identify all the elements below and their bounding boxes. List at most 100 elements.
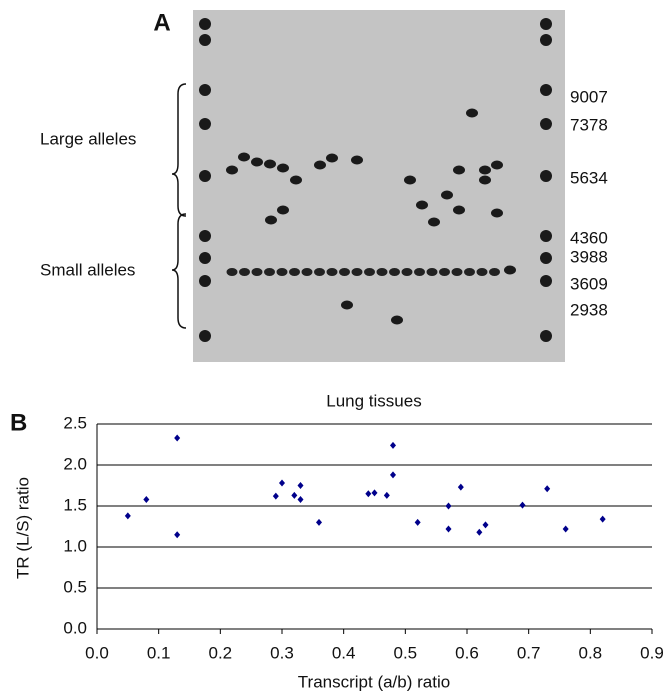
y-tick-label: 2.5 (63, 413, 87, 432)
sample-band (277, 205, 289, 215)
gel-bands (199, 18, 552, 342)
y-axis-label: TR (L/S) ratio (13, 477, 32, 579)
sample-band (428, 217, 440, 227)
gel (193, 10, 565, 362)
sample-band (491, 160, 503, 170)
ladder-band (540, 330, 552, 342)
brace (171, 83, 187, 217)
point (297, 482, 304, 489)
ladder-band (540, 34, 552, 46)
point (482, 521, 489, 529)
x-axis-label: Transcript (a/b) ratio (298, 672, 450, 691)
sample-band (453, 205, 465, 215)
y-tick-label: 1.5 (63, 495, 87, 514)
point (562, 525, 569, 533)
point (445, 525, 452, 533)
sample-band (226, 165, 238, 175)
size-marker: 3988 (570, 247, 608, 266)
sample-band (251, 157, 263, 167)
point (174, 531, 181, 539)
point (291, 491, 298, 499)
sample-band (489, 268, 500, 276)
ladder-band (199, 118, 211, 130)
sample-band (326, 268, 338, 276)
sample-band (414, 268, 425, 276)
sample-band (277, 163, 289, 173)
point (143, 495, 150, 503)
size-marker: 9007 (570, 87, 608, 106)
brace (171, 213, 187, 329)
sample-band (453, 165, 465, 175)
ladder-band (540, 118, 552, 130)
sample-band (341, 300, 353, 310)
sample-band (238, 152, 250, 162)
sample-band (339, 268, 350, 276)
point (445, 502, 452, 510)
sample-band (289, 268, 300, 276)
ladder-band (199, 252, 211, 264)
sample-band (376, 268, 388, 276)
panel-label: B (10, 409, 27, 436)
x-tick-label: 0.9 (640, 643, 663, 662)
sample-band (479, 175, 491, 185)
sample-band (301, 268, 313, 276)
point (390, 471, 396, 479)
sample-band (226, 268, 238, 276)
size-marker: 7378 (570, 115, 608, 134)
sample-band (265, 215, 277, 225)
sample-band (351, 268, 363, 276)
size-marker: 5634 (570, 168, 608, 187)
chart-title: Lung tissues (326, 391, 421, 410)
x-tick-label: 0.3 (270, 643, 294, 662)
sample-band (239, 268, 250, 276)
sample-band (264, 268, 275, 276)
point (297, 495, 304, 503)
sample-band (441, 190, 453, 200)
ladder-band (540, 252, 552, 264)
sample-band (416, 200, 428, 210)
ladder-band (199, 170, 211, 182)
sample-band (351, 155, 363, 165)
sample-band (251, 268, 263, 276)
point (365, 490, 372, 498)
point (476, 528, 483, 536)
sample-band (476, 268, 488, 276)
ladder-band (199, 34, 211, 46)
sample-band (404, 175, 416, 185)
x-tick-label: 0.2 (209, 643, 233, 662)
sample-band (479, 165, 491, 175)
x-tick-label: 0.8 (579, 643, 603, 662)
panel-label: A (153, 9, 170, 36)
ladder-band (540, 84, 552, 96)
point (279, 479, 285, 487)
point (316, 518, 322, 526)
ladder-band (540, 275, 552, 287)
sample-band (290, 175, 302, 185)
sample-band (466, 108, 478, 118)
point (124, 512, 131, 520)
sample-band (389, 268, 400, 276)
x-tick-label: 0.5 (394, 643, 418, 662)
size-marker: 2938 (570, 300, 608, 319)
sample-band (314, 160, 326, 170)
sample-band (464, 268, 475, 276)
point (519, 501, 526, 509)
size-marker: 3609 (570, 274, 608, 293)
x-tick-label: 0.1 (147, 643, 171, 662)
x-tick-label: 0.6 (455, 643, 479, 662)
point (457, 483, 464, 491)
sample-band (451, 268, 463, 276)
sample-band (326, 153, 338, 163)
point (544, 485, 551, 493)
sample-band (391, 315, 403, 325)
sample-band (364, 268, 375, 276)
ladder-band (540, 170, 552, 182)
ladder-band (199, 230, 211, 242)
group-label: Large alleles (40, 129, 136, 148)
ladder-band (199, 18, 211, 30)
ladder-band (199, 275, 211, 287)
x-tick-label: 0.4 (332, 643, 356, 662)
x-tick-label: 0.0 (85, 643, 109, 662)
group-label: Small alleles (40, 260, 135, 279)
point (599, 515, 606, 523)
